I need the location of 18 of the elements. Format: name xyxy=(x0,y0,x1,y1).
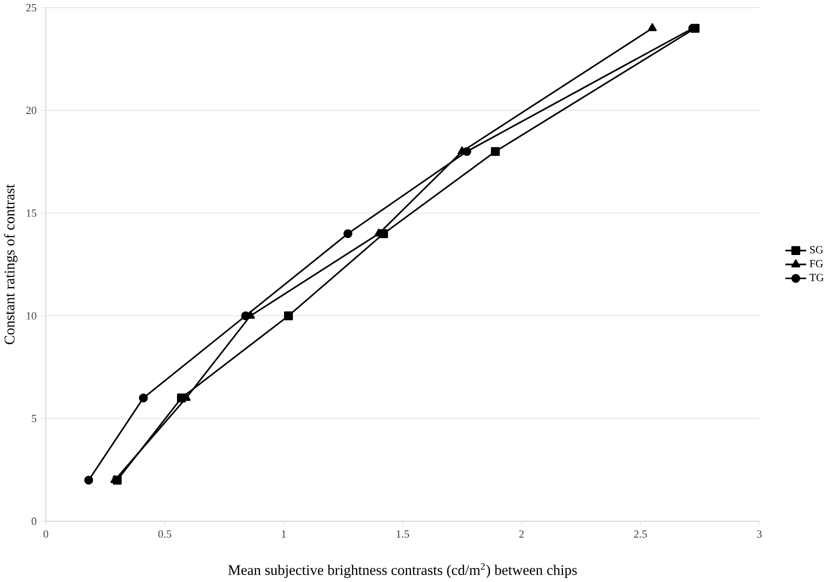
y-axis-title: Constant ratings of contrast xyxy=(4,184,18,344)
x-tick-label: 3 xyxy=(757,530,762,538)
x-tick-label: 1 xyxy=(282,530,286,538)
y-tick-label: 5 xyxy=(32,414,36,422)
legend-label: SG xyxy=(810,246,823,254)
y-tick-label: 15 xyxy=(26,209,36,217)
y-tick-label: 10 xyxy=(26,312,36,320)
x-tick-label: 2.5 xyxy=(634,530,647,538)
x-tick-label: 0 xyxy=(44,530,48,538)
x-tick-label: 0.5 xyxy=(158,530,172,538)
y-tick-label: 20 xyxy=(26,106,36,114)
legend-label: TG xyxy=(810,274,824,282)
x-tick-label: 2 xyxy=(519,530,524,538)
y-tick-label: 0 xyxy=(32,518,36,525)
x-tick-label: 1.5 xyxy=(396,530,410,538)
legend-label: FG xyxy=(810,260,823,268)
y-tick-label: 25 xyxy=(26,4,36,12)
x-axis-title: Mean subjective brightness contrasts (cd/m$^{2}$) between chips xyxy=(228,563,577,578)
